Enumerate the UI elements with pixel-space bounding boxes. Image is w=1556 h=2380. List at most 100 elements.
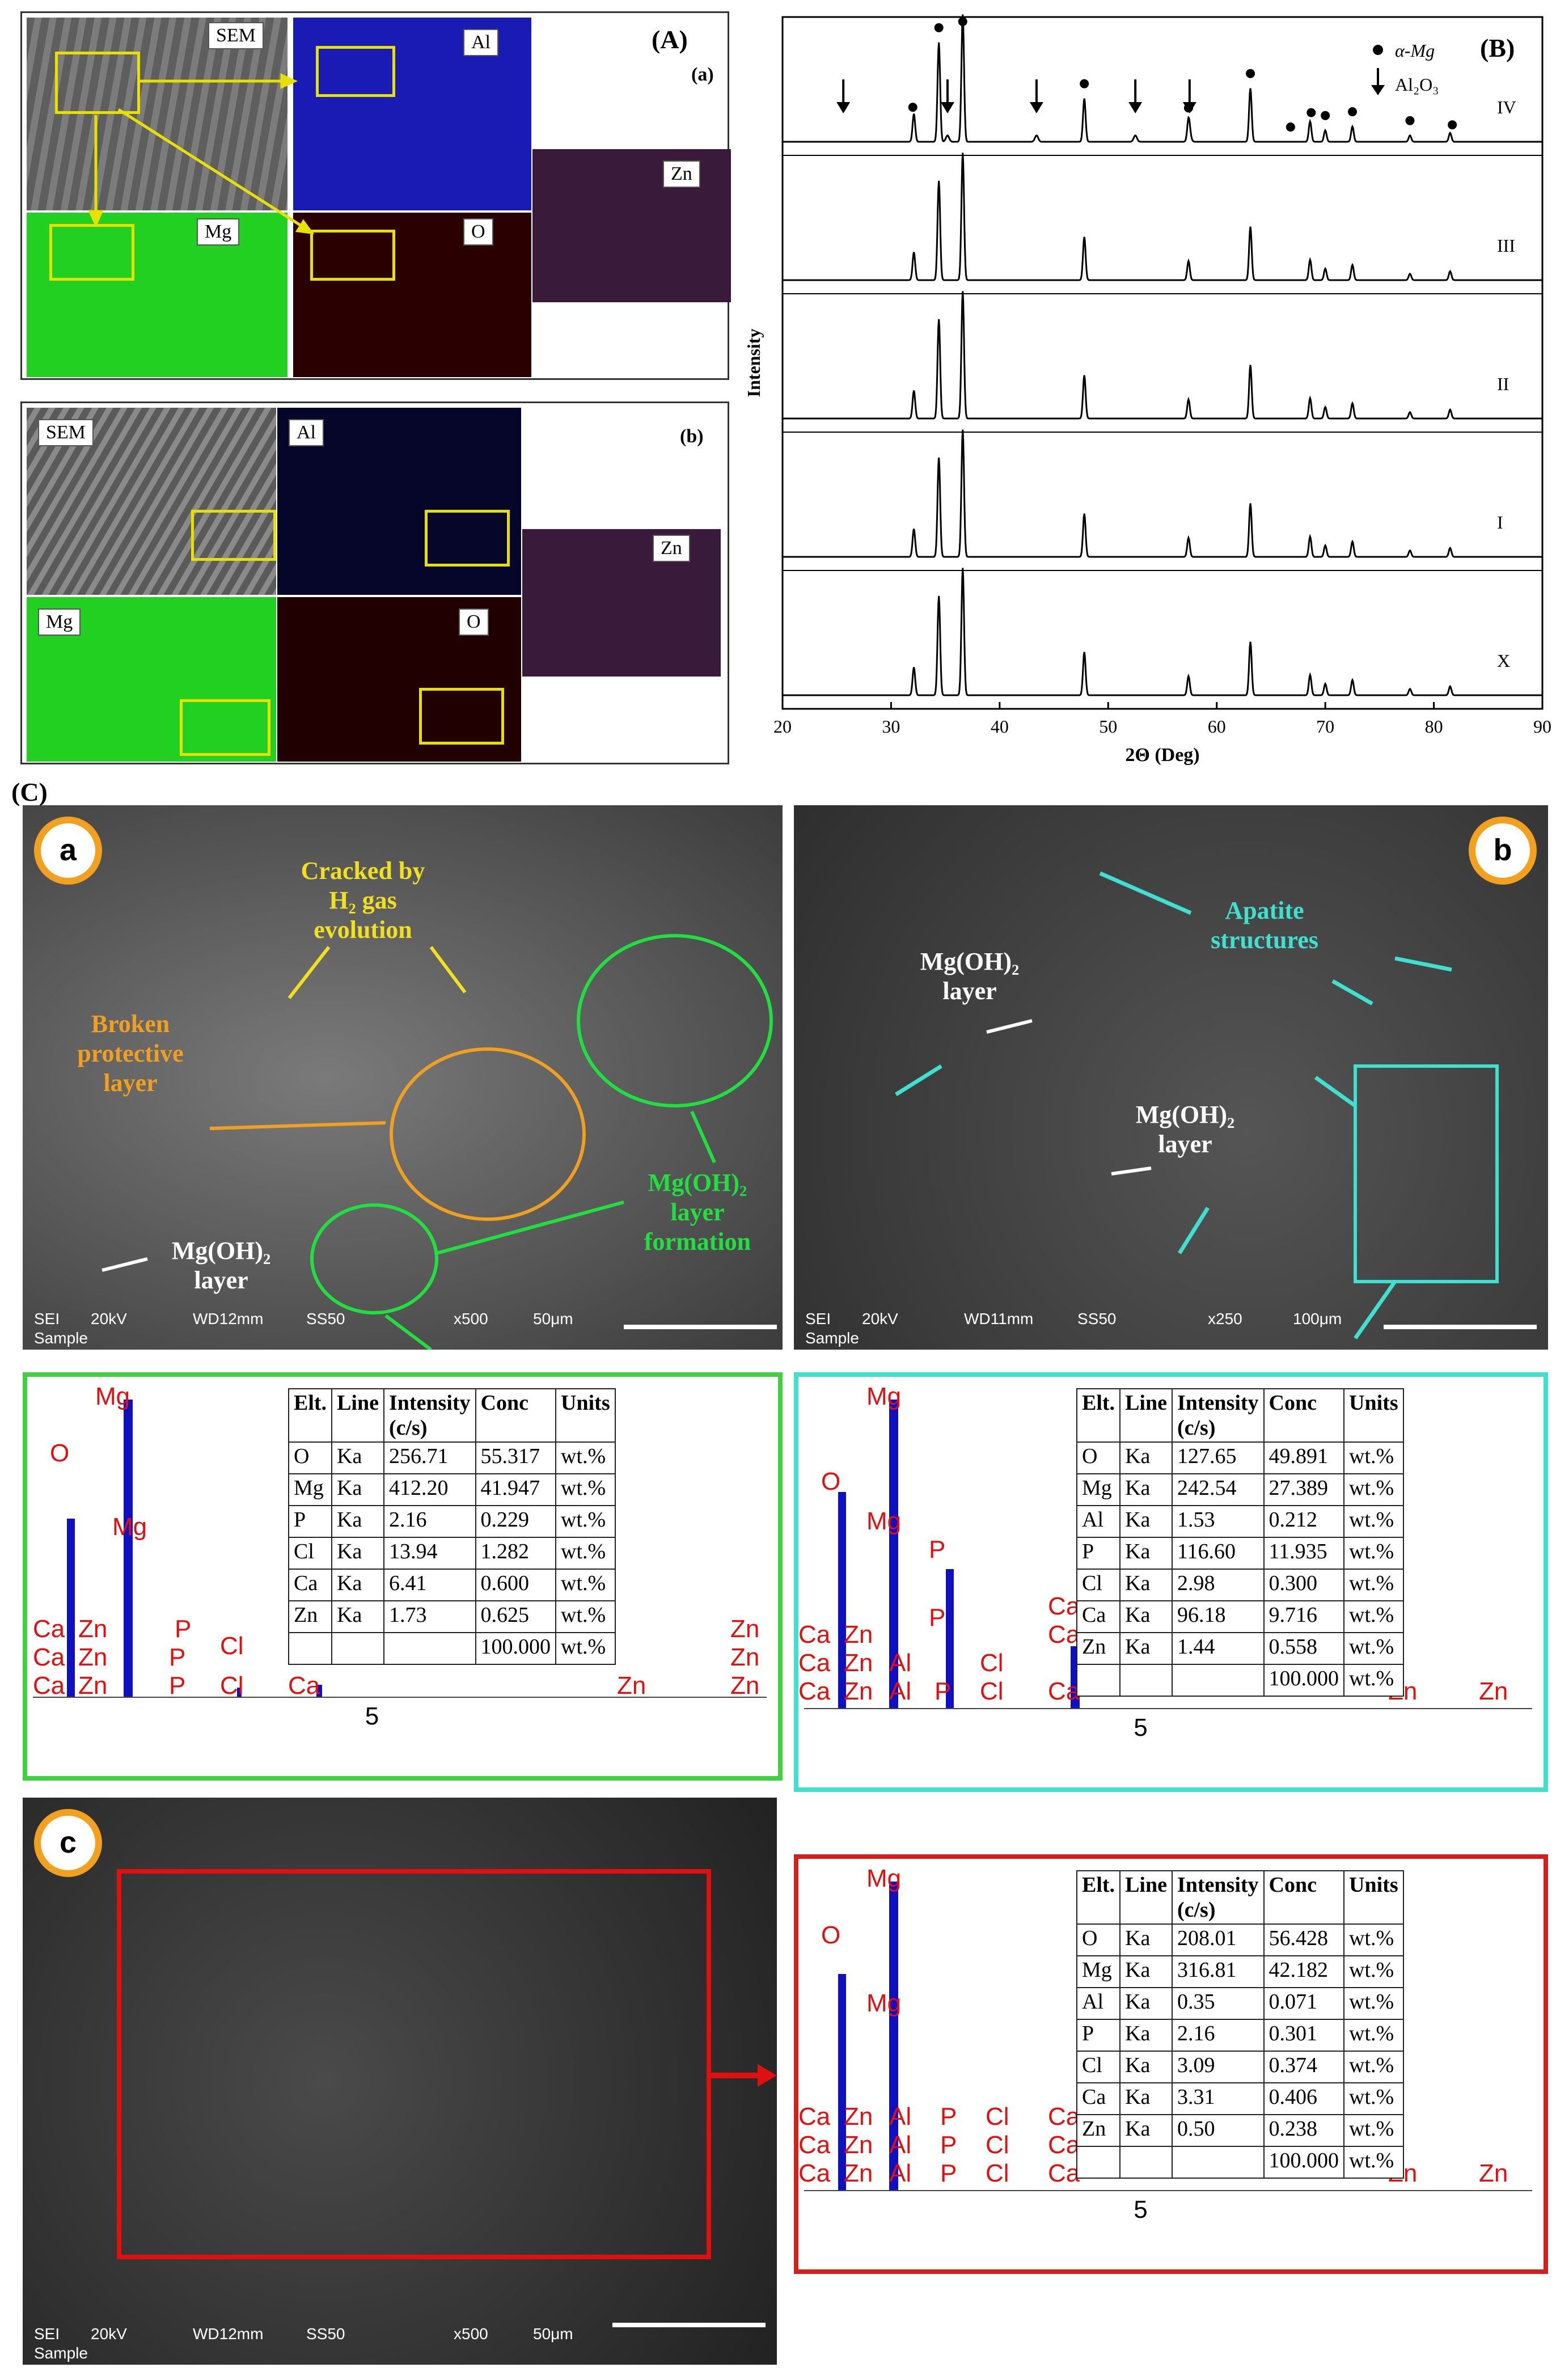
- eds-table-header: Conc: [475, 1388, 557, 1443]
- series-line-III: [783, 153, 1542, 281]
- panel-b-xrd: IV III II I X 20 30 40 50 60 70 80 90 2Θ (Deg) Intensi…: [737, 6, 1554, 788]
- al-tag: Al: [289, 419, 324, 446]
- eds-table-cell: Ka: [1119, 1600, 1173, 1633]
- spectrum-peak: [946, 1569, 954, 1708]
- axis-tick-label: 5: [365, 1702, 379, 1730]
- note-cracked: Cracked by H₂ gas evolution: [301, 857, 425, 944]
- eds-table-cell: 42.182: [1263, 1955, 1345, 1988]
- sem-info-bar: SEI 20kV WD12mm SS50 x500 50μm Sample: [34, 2325, 573, 2362]
- alpha-mg-marker: [1348, 107, 1357, 117]
- spectrum-peak: [124, 1400, 133, 1697]
- spectrum-peak: [67, 1518, 75, 1697]
- mg-tag: Mg: [197, 218, 240, 246]
- eds-table-cell: wt.%: [1343, 2114, 1404, 2147]
- eds-table-cell: 0.558: [1263, 1632, 1345, 1665]
- eds-table-cell: 316.81: [1171, 1955, 1265, 1988]
- eds-table-header: Units: [555, 1388, 616, 1443]
- panel-a-b: SEM Al Mg O Zn (b): [20, 401, 729, 764]
- eds-table-cell: Ka: [331, 1505, 384, 1538]
- series-line-I: [783, 429, 1542, 558]
- eds-table-cell: [1171, 2146, 1265, 2179]
- sem-c-b: b Apatite structures Mg(OH)₂ layer Mg(OH…: [794, 805, 1548, 1350]
- element-label: O: [821, 1921, 841, 1949]
- eds-table-cell: Mg: [287, 1473, 333, 1506]
- eds-table-header: Units: [1343, 1870, 1404, 1925]
- sem-tag: SEM: [38, 419, 94, 446]
- element-label: Ca: [1048, 1677, 1080, 1705]
- element-label: Zn: [730, 1615, 760, 1643]
- note-mgoh-1: Mg(OH)₂ layer: [920, 948, 1020, 1005]
- eds-table-cell: 100.000: [1263, 2146, 1345, 2179]
- eds-table-cell: Ca: [1076, 2082, 1121, 2115]
- eds-table-row: Ca Ka 3.31 0.406 wt.%: [1076, 2082, 1404, 2115]
- series-label-III: III: [1497, 235, 1515, 256]
- eds-table-cell: 0.625: [475, 1600, 557, 1633]
- eds-table-row: P Ka 2.16 0.301 wt.%: [1076, 2019, 1404, 2052]
- eds-table-cell: Ka: [1119, 2019, 1173, 2052]
- eds-table-cell: 41.947: [475, 1473, 557, 1506]
- element-label: Zn: [78, 1615, 108, 1643]
- panel-b-label: (B): [1480, 33, 1515, 62]
- element-label: P: [940, 2131, 957, 2159]
- eds-table-cell: 208.01: [1171, 1924, 1265, 1956]
- element-label: Al: [889, 2159, 912, 2187]
- series-label-I: I: [1497, 512, 1503, 532]
- eds-table-cell: Cl: [287, 1537, 333, 1570]
- eds-table-cell: 100.000: [1263, 1664, 1345, 1697]
- eds-table-cell: Ka: [1119, 1473, 1173, 1506]
- x-axis-label: 2Θ (Deg): [1125, 745, 1199, 766]
- arrows-a: [88, 73, 315, 235]
- series-line-II: [783, 291, 1542, 420]
- eds-table-cell: wt.%: [1343, 2051, 1404, 2083]
- eds-table-cell: Zn: [287, 1600, 333, 1633]
- legend-alpha-mg: α-Mg: [1395, 40, 1435, 61]
- eds-table-cell: Ka: [1119, 1441, 1173, 1474]
- element-label: Ca: [798, 2103, 831, 2130]
- eds-table-cell: 100.000: [475, 1632, 557, 1665]
- eds-table-cell: 55.317: [475, 1441, 557, 1474]
- element-label: Zn: [78, 1672, 108, 1700]
- annotations-c-a: [102, 934, 777, 1350]
- selection-box: [191, 510, 276, 561]
- eds-table-cell: P: [1076, 1537, 1121, 1570]
- eds-table-cell: Mg: [1076, 1955, 1121, 1988]
- eds-table-cell: Ka: [331, 1569, 384, 1601]
- al-map-b: Al: [277, 408, 521, 595]
- eds-table-cell: P: [1076, 2019, 1121, 2052]
- element-label: Zn: [844, 2131, 873, 2159]
- legend-al2o3-head: [1371, 85, 1385, 95]
- spectrum-peak: [237, 1688, 242, 1697]
- eds-table-cell: 0.50: [1171, 2114, 1265, 2147]
- alpha-mg-marker: [1080, 79, 1089, 88]
- y-axis-label: Intensity: [743, 329, 764, 398]
- element-label: Zn: [730, 1672, 760, 1700]
- element-label: Zn: [1479, 2159, 1508, 2187]
- zn-map-a: Zn: [532, 149, 731, 302]
- zn-tag: Zn: [663, 160, 700, 188]
- eds-table-row: Zn Ka 1.44 0.558 wt.%: [1076, 1632, 1404, 1665]
- element-label: Al: [889, 2103, 912, 2130]
- eds-table-cell: Ka: [1119, 1569, 1173, 1601]
- eds-table-header: Intensity (c/s): [1171, 1870, 1265, 1925]
- eds-table-cell: Ka: [1119, 2114, 1173, 2147]
- eds-table-cell: O: [1076, 1441, 1121, 1474]
- x-tick-label: 70: [1316, 716, 1334, 737]
- eds-table-row: O Ka 127.65 49.891 wt.%: [1076, 1441, 1404, 1474]
- eds-table-cell: Ka: [331, 1441, 384, 1474]
- eds-table-cell: [1119, 1664, 1173, 1697]
- plot-frame: [781, 16, 1544, 710]
- element-label: Zn: [730, 1643, 760, 1671]
- eds-table-cell: 0.35: [1171, 1987, 1265, 2020]
- al2o3-marker-head: [1128, 102, 1143, 113]
- eds-table-cell: 0.212: [1263, 1505, 1345, 1538]
- annotations-c-b: [895, 871, 1537, 1340]
- series-label-II: II: [1497, 374, 1509, 394]
- selection-box: [180, 699, 270, 756]
- eds-table-row: 100.000 wt.%: [1076, 2146, 1404, 2179]
- selection-box: [55, 52, 140, 114]
- element-label: P: [940, 2159, 957, 2187]
- eds-table-header: Intensity (c/s): [383, 1388, 476, 1443]
- sem-c-a: a Cracked by H₂ gas evolution Broken pro…: [23, 805, 783, 1350]
- element-label: Zn: [617, 1672, 646, 1700]
- element-label: Zn: [844, 1649, 873, 1677]
